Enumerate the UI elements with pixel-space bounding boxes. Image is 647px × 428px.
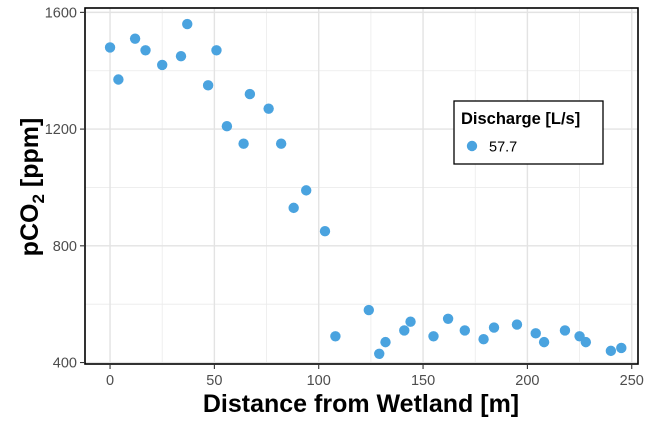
legend: Discharge [L/s] 57.7 [453, 100, 604, 165]
data-point [288, 202, 299, 214]
y-tick-label: 1600 [45, 5, 77, 21]
data-point [238, 138, 249, 149]
y-axis: 400 800 1200 1600 [45, 5, 85, 372]
data-point [616, 342, 627, 354]
data-point [580, 336, 592, 348]
y-axis-label: pCO2 [ppm] [16, 118, 48, 257]
x-axis-label: Distance from Wetland [m] [203, 390, 519, 418]
legend-title: Discharge [L/s] [461, 110, 580, 128]
major-gridlines [85, 8, 638, 364]
data-point [330, 331, 341, 342]
data-point [211, 45, 222, 56]
data-point [488, 322, 500, 333]
x-tick-label: 150 [411, 373, 435, 389]
data-point [129, 33, 141, 44]
data-point [478, 333, 489, 345]
data-point [459, 325, 470, 336]
legend-entry-label: 57.7 [489, 140, 517, 156]
data-points [104, 18, 627, 359]
data-point [202, 80, 214, 91]
data-point [175, 50, 187, 62]
data-point [538, 336, 550, 348]
data-point [319, 226, 331, 237]
data-point [244, 88, 256, 100]
y-tick-label: 800 [53, 239, 77, 255]
data-point [140, 45, 151, 56]
x-tick-label: 100 [307, 373, 331, 389]
data-point [530, 328, 541, 339]
x-tick-label: 200 [515, 373, 539, 389]
data-point [428, 331, 439, 342]
data-point [275, 138, 287, 149]
data-point [363, 304, 375, 316]
minor-gridlines [85, 8, 638, 364]
data-point [380, 336, 391, 348]
data-point [221, 120, 233, 132]
x-axis: 0 50 100 150 200 250 [106, 364, 644, 389]
data-point [104, 42, 116, 53]
y-axis-label-main: pCO [16, 204, 44, 257]
data-point [559, 325, 571, 336]
data-point [182, 18, 193, 30]
y-tick-label: 400 [53, 356, 77, 372]
x-tick-label: 0 [106, 373, 114, 389]
legend-key [466, 140, 478, 152]
x-tick-label: 50 [206, 373, 222, 389]
data-point [399, 325, 410, 336]
y-tick-label: 1200 [45, 122, 77, 138]
data-point [405, 316, 416, 327]
data-point [263, 103, 274, 114]
data-point [113, 74, 124, 85]
data-point [605, 345, 617, 357]
y-axis-label-subscript: 2 [29, 194, 48, 203]
legend-box [453, 100, 604, 165]
data-point [511, 319, 523, 330]
y-axis-label-unit: [ppm] [16, 118, 44, 194]
data-point [157, 59, 168, 71]
plot-panel-border [84, 7, 639, 365]
x-tick-label: 250 [620, 373, 644, 389]
data-point [374, 348, 385, 359]
data-point [442, 313, 454, 324]
data-point [301, 185, 312, 196]
